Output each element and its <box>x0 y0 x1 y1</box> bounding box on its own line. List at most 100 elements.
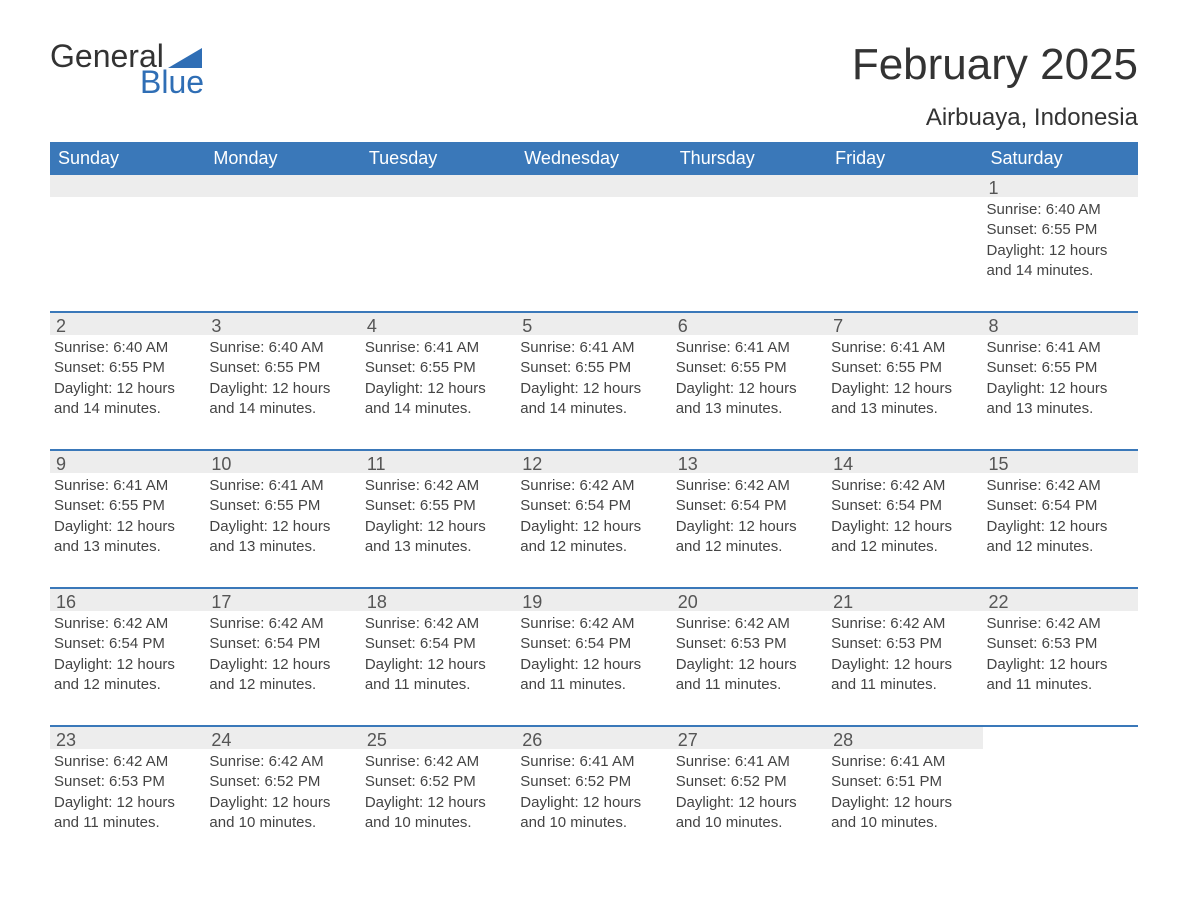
daylight-text: Daylight: 12 hours and 14 minutes. <box>209 379 356 420</box>
day-cell: 23Sunrise: 6:42 AMSunset: 6:53 PMDayligh… <box>50 727 205 847</box>
day-cell: 6Sunrise: 6:41 AMSunset: 6:55 PMDaylight… <box>672 313 827 433</box>
day-number: 26 <box>516 727 671 749</box>
sunset-text: Sunset: 6:53 PM <box>987 634 1134 654</box>
week-row: 23Sunrise: 6:42 AMSunset: 6:53 PMDayligh… <box>50 725 1138 847</box>
day-body: Sunrise: 6:42 AMSunset: 6:54 PMDaylight:… <box>516 611 671 697</box>
day-number <box>205 175 360 197</box>
day-cell: 9Sunrise: 6:41 AMSunset: 6:55 PMDaylight… <box>50 451 205 571</box>
sunrise-text: Sunrise: 6:40 AM <box>987 200 1134 220</box>
day-body: Sunrise: 6:42 AMSunset: 6:53 PMDaylight:… <box>50 749 205 835</box>
sunrise-text: Sunrise: 6:42 AM <box>676 614 823 634</box>
daylight-text: Daylight: 12 hours and 13 minutes. <box>676 379 823 420</box>
day-cell: 11Sunrise: 6:42 AMSunset: 6:55 PMDayligh… <box>361 451 516 571</box>
sunset-text: Sunset: 6:53 PM <box>831 634 978 654</box>
sunrise-text: Sunrise: 6:42 AM <box>520 614 667 634</box>
day-number: 19 <box>516 589 671 611</box>
sunset-text: Sunset: 6:54 PM <box>54 634 201 654</box>
daylight-text: Daylight: 12 hours and 10 minutes. <box>209 793 356 834</box>
day-body: Sunrise: 6:42 AMSunset: 6:53 PMDaylight:… <box>983 611 1138 697</box>
sunset-text: Sunset: 6:55 PM <box>987 220 1134 240</box>
day-cell: 1Sunrise: 6:40 AMSunset: 6:55 PMDaylight… <box>983 175 1138 295</box>
day-number: 17 <box>205 589 360 611</box>
sunset-text: Sunset: 6:55 PM <box>54 358 201 378</box>
daylight-text: Daylight: 12 hours and 11 minutes. <box>831 655 978 696</box>
dow-cell: Thursday <box>672 142 827 175</box>
day-number: 25 <box>361 727 516 749</box>
week-row: 9Sunrise: 6:41 AMSunset: 6:55 PMDaylight… <box>50 449 1138 571</box>
day-number <box>50 175 205 197</box>
daylight-text: Daylight: 12 hours and 11 minutes. <box>520 655 667 696</box>
day-body: Sunrise: 6:41 AMSunset: 6:55 PMDaylight:… <box>361 335 516 421</box>
day-cell: 14Sunrise: 6:42 AMSunset: 6:54 PMDayligh… <box>827 451 982 571</box>
day-number: 8 <box>983 313 1138 335</box>
day-number: 4 <box>361 313 516 335</box>
sunrise-text: Sunrise: 6:40 AM <box>209 338 356 358</box>
daylight-text: Daylight: 12 hours and 13 minutes. <box>209 517 356 558</box>
sunrise-text: Sunrise: 6:42 AM <box>831 614 978 634</box>
calendar: SundayMondayTuesdayWednesdayThursdayFrid… <box>50 142 1138 847</box>
week-row: 2Sunrise: 6:40 AMSunset: 6:55 PMDaylight… <box>50 311 1138 433</box>
sunrise-text: Sunrise: 6:42 AM <box>365 476 512 496</box>
day-of-week-header: SundayMondayTuesdayWednesdayThursdayFrid… <box>50 142 1138 175</box>
sunrise-text: Sunrise: 6:41 AM <box>676 752 823 772</box>
daylight-text: Daylight: 12 hours and 12 minutes. <box>54 655 201 696</box>
daylight-text: Daylight: 12 hours and 10 minutes. <box>520 793 667 834</box>
sunrise-text: Sunrise: 6:41 AM <box>520 338 667 358</box>
day-cell: 27Sunrise: 6:41 AMSunset: 6:52 PMDayligh… <box>672 727 827 847</box>
week-row: 16Sunrise: 6:42 AMSunset: 6:54 PMDayligh… <box>50 587 1138 709</box>
sunrise-text: Sunrise: 6:42 AM <box>365 614 512 634</box>
sunset-text: Sunset: 6:54 PM <box>831 496 978 516</box>
logo: General Blue <box>50 40 204 98</box>
daylight-text: Daylight: 12 hours and 14 minutes. <box>365 379 512 420</box>
sunset-text: Sunset: 6:54 PM <box>520 496 667 516</box>
daylight-text: Daylight: 12 hours and 11 minutes. <box>676 655 823 696</box>
sunrise-text: Sunrise: 6:41 AM <box>520 752 667 772</box>
sunset-text: Sunset: 6:52 PM <box>209 772 356 792</box>
day-cell: 7Sunrise: 6:41 AMSunset: 6:55 PMDaylight… <box>827 313 982 433</box>
daylight-text: Daylight: 12 hours and 12 minutes. <box>987 517 1134 558</box>
day-cell: 22Sunrise: 6:42 AMSunset: 6:53 PMDayligh… <box>983 589 1138 709</box>
day-number <box>827 175 982 197</box>
day-number: 28 <box>827 727 982 749</box>
week-row: 1Sunrise: 6:40 AMSunset: 6:55 PMDaylight… <box>50 175 1138 295</box>
sunrise-text: Sunrise: 6:41 AM <box>831 752 978 772</box>
sunset-text: Sunset: 6:52 PM <box>676 772 823 792</box>
day-cell <box>205 175 360 295</box>
dow-cell: Wednesday <box>516 142 671 175</box>
day-cell: 4Sunrise: 6:41 AMSunset: 6:55 PMDaylight… <box>361 313 516 433</box>
day-cell: 3Sunrise: 6:40 AMSunset: 6:55 PMDaylight… <box>205 313 360 433</box>
sunset-text: Sunset: 6:51 PM <box>831 772 978 792</box>
day-cell: 24Sunrise: 6:42 AMSunset: 6:52 PMDayligh… <box>205 727 360 847</box>
day-cell <box>361 175 516 295</box>
day-number <box>672 175 827 197</box>
sunset-text: Sunset: 6:55 PM <box>831 358 978 378</box>
sunset-text: Sunset: 6:55 PM <box>209 496 356 516</box>
daylight-text: Daylight: 12 hours and 10 minutes. <box>365 793 512 834</box>
dow-cell: Friday <box>827 142 982 175</box>
sunset-text: Sunset: 6:52 PM <box>520 772 667 792</box>
day-number: 20 <box>672 589 827 611</box>
day-body: Sunrise: 6:42 AMSunset: 6:54 PMDaylight:… <box>983 473 1138 559</box>
logo-word2: Blue <box>50 66 204 98</box>
sunrise-text: Sunrise: 6:42 AM <box>987 614 1134 634</box>
day-body: Sunrise: 6:41 AMSunset: 6:55 PMDaylight:… <box>50 473 205 559</box>
day-number: 12 <box>516 451 671 473</box>
day-body: Sunrise: 6:41 AMSunset: 6:52 PMDaylight:… <box>516 749 671 835</box>
day-cell <box>827 175 982 295</box>
dow-cell: Monday <box>205 142 360 175</box>
daylight-text: Daylight: 12 hours and 11 minutes. <box>987 655 1134 696</box>
day-body: Sunrise: 6:42 AMSunset: 6:53 PMDaylight:… <box>827 611 982 697</box>
day-number: 14 <box>827 451 982 473</box>
sunrise-text: Sunrise: 6:42 AM <box>54 614 201 634</box>
day-cell: 26Sunrise: 6:41 AMSunset: 6:52 PMDayligh… <box>516 727 671 847</box>
daylight-text: Daylight: 12 hours and 12 minutes. <box>831 517 978 558</box>
sunset-text: Sunset: 6:53 PM <box>54 772 201 792</box>
daylight-text: Daylight: 12 hours and 11 minutes. <box>54 793 201 834</box>
day-body: Sunrise: 6:40 AMSunset: 6:55 PMDaylight:… <box>205 335 360 421</box>
sunrise-text: Sunrise: 6:42 AM <box>676 476 823 496</box>
day-number: 16 <box>50 589 205 611</box>
day-number <box>983 727 1138 749</box>
location-label: Airbuaya, Indonesia <box>50 104 1138 132</box>
day-cell: 10Sunrise: 6:41 AMSunset: 6:55 PMDayligh… <box>205 451 360 571</box>
day-body: Sunrise: 6:41 AMSunset: 6:55 PMDaylight:… <box>205 473 360 559</box>
